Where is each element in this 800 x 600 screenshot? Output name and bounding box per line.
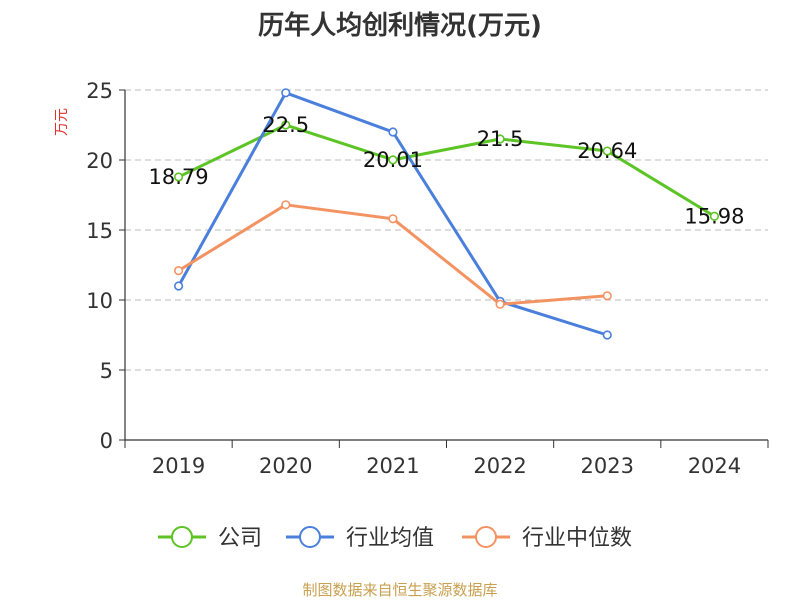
data-point-series-3	[173, 266, 184, 276]
data-label: 20.01	[363, 148, 423, 172]
y-tick-label: 15	[86, 219, 113, 243]
data-point-series-1	[495, 134, 505, 144]
legend-label-1: 公司	[218, 526, 262, 551]
data-point-series-3	[281, 200, 291, 210]
data-point-series-3	[495, 299, 505, 309]
legend-marker-1	[171, 526, 193, 548]
y-tick-label: 20	[86, 149, 113, 173]
y-tick-label: 5	[100, 359, 113, 383]
data-label: 21.5	[477, 127, 524, 151]
y-tick-label: 10	[86, 289, 113, 313]
legend-label-3: 行业中位数	[522, 526, 632, 551]
y-tick-label: 25	[86, 79, 113, 103]
data-label: 18.79	[149, 165, 209, 189]
source-note: 制图数据来自恒生聚源数据库	[302, 581, 497, 599]
data-point-series-1	[388, 155, 398, 165]
x-tick-label: 2023	[581, 454, 634, 478]
data-label: 20.64	[577, 139, 637, 163]
x-tick-label: 2020	[259, 454, 312, 478]
series-line-1	[177, 123, 716, 218]
x-tick-label: 2019	[152, 454, 205, 478]
data-point-series-2	[602, 330, 612, 340]
data-point-series-3	[602, 291, 612, 301]
data-point-series-1	[281, 120, 291, 130]
legend-label-2: 行业均值	[346, 526, 434, 551]
data-point-series-3	[388, 214, 398, 224]
data-label: 22.5	[262, 113, 309, 137]
data-label: 15.98	[684, 204, 744, 228]
data-point-series-2	[281, 88, 291, 98]
data-point-series-1	[709, 211, 720, 221]
data-point-series-1	[602, 146, 612, 156]
x-tick-label: 2022	[473, 454, 526, 478]
data-point-series-2	[388, 127, 398, 137]
data-point-series-2	[173, 281, 184, 291]
chart-title: 历年人均创利情况(万元)	[258, 10, 542, 41]
legend-marker-3	[475, 526, 497, 548]
x-tick-label: 2024	[688, 454, 741, 478]
y-tick-label: 0	[100, 429, 113, 453]
y-axis-label: 万元	[54, 108, 70, 136]
x-tick-label: 2021	[366, 454, 419, 478]
legend-marker-2	[299, 526, 321, 548]
data-point-series-1	[173, 172, 184, 182]
